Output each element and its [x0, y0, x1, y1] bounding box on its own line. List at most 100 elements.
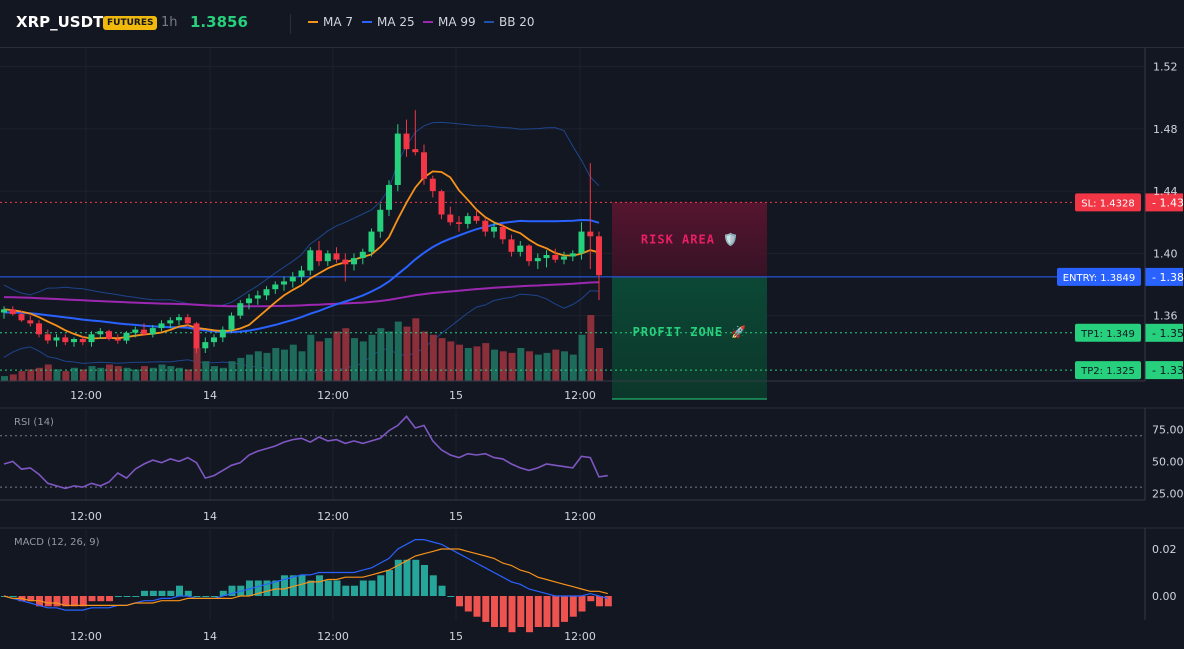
time-tick-label: 15: [449, 389, 463, 402]
volume-bar: [569, 354, 577, 381]
candle-up: [53, 337, 60, 341]
tp2-axis-label: - 1.33: [1152, 364, 1184, 377]
tp1-label-bg: [1075, 323, 1141, 342]
macd-histogram-bar: [211, 596, 218, 597]
macd-histogram-bar: [114, 596, 122, 597]
candle-down: [62, 337, 69, 343]
candle-up: [167, 320, 174, 324]
entry-label: ENTRY: 1.3849: [1063, 273, 1136, 284]
candle-up: [254, 295, 261, 299]
time-tick-label: 14: [203, 389, 217, 402]
time-tick-label: 12:00: [317, 630, 349, 643]
candle-up: [211, 337, 217, 343]
volume-bar: [149, 367, 157, 381]
candle-up: [534, 258, 541, 262]
macd-histogram-bar: [604, 596, 612, 607]
candle-down: [184, 317, 191, 324]
entry-label-bg: [1057, 267, 1141, 286]
macd-histogram-bar: [44, 596, 52, 607]
candle-up: [202, 342, 209, 349]
ma99-swatch-icon: [423, 20, 433, 23]
volume-bar: [368, 334, 376, 381]
sl-label-bg: [1075, 193, 1141, 212]
macd-title: MACD (12, 26, 9): [14, 537, 100, 548]
macd-histogram-bar: [324, 580, 332, 596]
tp1-axis-label: - 1.35: [1152, 327, 1184, 340]
volume-bar: [552, 349, 560, 381]
macd-histogram-bar: [578, 596, 586, 612]
candle-up: [158, 323, 165, 329]
macd-histogram-bar: [534, 596, 542, 627]
risk-zone: [612, 202, 767, 277]
rsi-tick-label: 75.00: [1152, 423, 1184, 436]
macd-histogram-bar: [473, 596, 481, 617]
legend-ma7[interactable]: MA 7: [308, 15, 353, 29]
volume-bar: [211, 366, 218, 381]
time-tick-label: 12:00: [317, 389, 349, 402]
last-price: 1.3856: [190, 13, 248, 31]
tp1-axis-label-bg: [1145, 323, 1183, 342]
macd-histogram-bar: [176, 585, 183, 596]
volume-bar: [359, 341, 367, 381]
candle-up: [149, 328, 156, 335]
legend-ma99[interactable]: MA 99: [423, 15, 476, 29]
macd-histogram-bar: [403, 559, 411, 596]
entry-axis-label: - 1.38: [1152, 271, 1184, 284]
legend-ma7-label: MA 7: [323, 15, 354, 29]
macd-histogram-bar: [569, 596, 577, 617]
candle-up: [298, 270, 305, 277]
volume-bar: [438, 338, 446, 381]
macd-histogram-bar: [62, 596, 70, 607]
candle-down: [596, 236, 602, 276]
candle-up: [263, 289, 270, 296]
macd-histogram-bar: [386, 570, 393, 596]
volume-bar: [298, 351, 306, 381]
candle-up: [386, 184, 392, 210]
macd-tick-label: 0.00: [1152, 590, 1177, 603]
candle-up: [543, 255, 550, 259]
candle-down: [526, 245, 532, 262]
macd-histogram-bar: [429, 575, 437, 596]
macd-histogram-bar: [351, 585, 358, 596]
candle-down: [438, 191, 445, 215]
candle-down: [499, 226, 506, 240]
candle-up: [123, 332, 130, 341]
volume-bar: [36, 367, 43, 381]
price-tick-label: 1.36: [1153, 310, 1178, 323]
symbol-name[interactable]: XRP_USDT: [16, 13, 104, 31]
candle-up: [394, 133, 401, 185]
timeframe-label[interactable]: 1h: [161, 15, 178, 30]
volume-bar: [377, 328, 385, 381]
volume-bar: [18, 371, 26, 381]
macd-histogram-bar: [421, 565, 428, 596]
macd-histogram-bar: [517, 596, 525, 627]
volume-bar: [543, 352, 551, 381]
legend-ma25[interactable]: MA 25: [362, 15, 415, 29]
bb-upper-line: [3, 121, 600, 307]
volume-bar: [499, 351, 507, 381]
volume-bar: [158, 364, 166, 381]
volume-bar: [254, 351, 262, 381]
candle-down: [456, 222, 462, 224]
volume-bar: [316, 341, 323, 381]
candle-down: [18, 314, 25, 321]
volume-bar: [421, 331, 428, 381]
ma99-line: [3, 281, 600, 308]
macd-histogram-bar: [499, 596, 507, 627]
volume-bar: [219, 367, 227, 381]
macd-histogram-bar: [263, 580, 271, 596]
legend-bb20[interactable]: BB 20: [484, 15, 535, 29]
volume-bar: [464, 348, 472, 381]
time-tick-label: 12:00: [564, 389, 596, 402]
candle-up: [517, 245, 524, 252]
ma25-line: [3, 218, 600, 334]
volume-bar: [351, 338, 358, 381]
candle-down: [106, 331, 112, 339]
macd-histogram-bar: [456, 596, 463, 607]
candle-up: [377, 209, 384, 232]
rsi-tick-label: 50.00: [1152, 455, 1184, 468]
candle-down: [114, 339, 121, 341]
price-tick-label: 1.40: [1153, 247, 1178, 260]
volume-bar: [9, 374, 17, 381]
